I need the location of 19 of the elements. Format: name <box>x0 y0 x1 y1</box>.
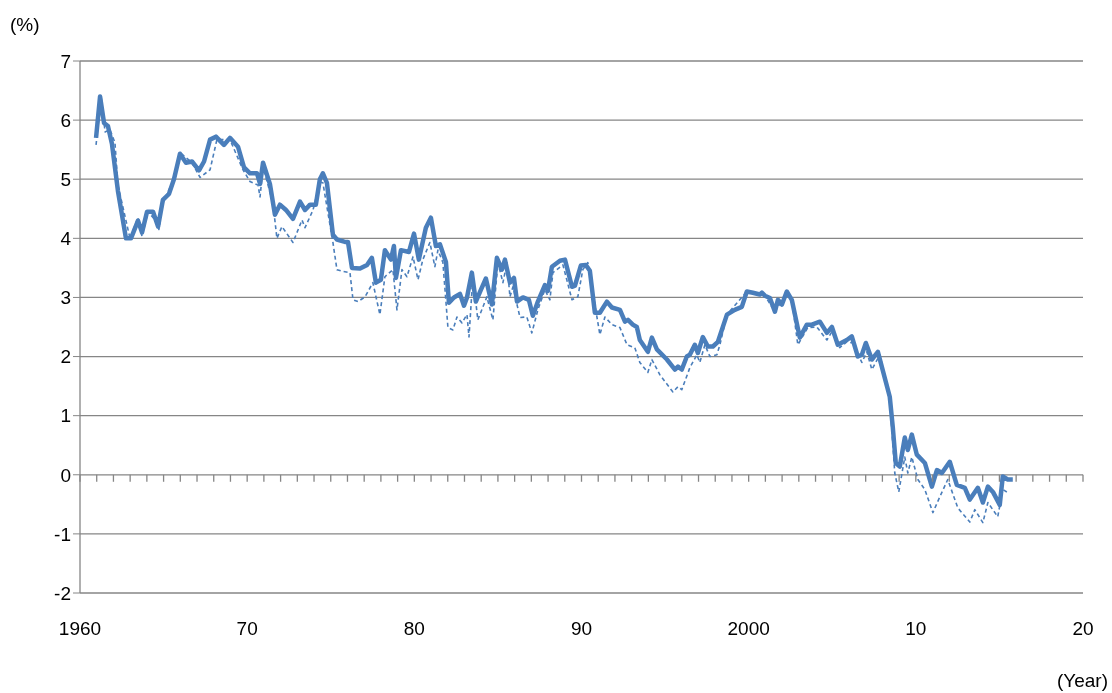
y-tick-label: 1 <box>60 405 71 427</box>
y-tick-label: -2 <box>54 582 71 604</box>
x-tick-label: 20 <box>1072 618 1094 639</box>
y-tick-label: 3 <box>60 287 71 309</box>
y-tick-label: 0 <box>60 464 71 486</box>
y-axis-title: (%) <box>10 14 40 36</box>
y-tick-label: 5 <box>60 168 71 190</box>
x-tick-label: 2000 <box>727 618 770 639</box>
y-tick-label: 7 <box>60 50 71 72</box>
x-tick-label: 90 <box>570 618 593 639</box>
y-tick-label: 6 <box>60 109 71 131</box>
x-axis-title: (Year) <box>1056 670 1108 692</box>
x-tick-label: 70 <box>236 618 258 639</box>
y-tick-label: 2 <box>60 346 71 368</box>
y-tick-label: -1 <box>54 523 71 545</box>
x-tick-label: 80 <box>403 618 425 639</box>
y-tick-label: 4 <box>60 228 72 250</box>
x-tick-label: 10 <box>905 618 927 639</box>
x-tick-label: 1960 <box>58 618 102 639</box>
